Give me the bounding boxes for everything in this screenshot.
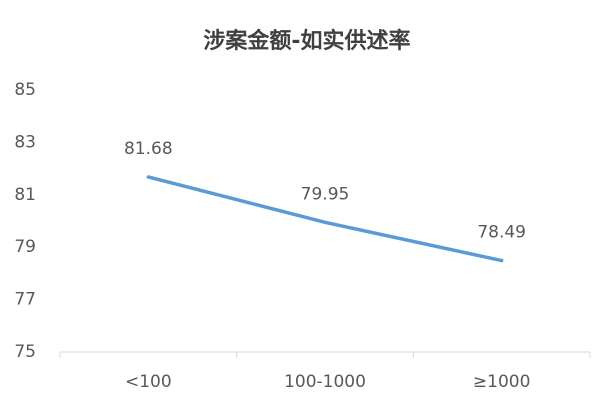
y-tick-label: 85 <box>14 80 36 100</box>
x-tick-label: <100 <box>125 372 172 392</box>
chart-title: 涉案金额-如实供述率 <box>203 28 410 54</box>
x-tick-label: 100-1000 <box>284 372 366 392</box>
y-tick-label: 77 <box>14 290 36 310</box>
y-tick-label: 79 <box>14 237 36 257</box>
y-tick-label: 75 <box>14 342 36 362</box>
y-tick-label: 83 <box>14 132 36 152</box>
data-label: 79.95 <box>301 184 350 204</box>
x-tick-label: ≥1000 <box>473 372 531 392</box>
line-series <box>146 175 504 263</box>
y-tick-label: 81 <box>14 185 36 205</box>
data-label: 78.49 <box>477 223 526 243</box>
data-label: 81.68 <box>124 139 173 159</box>
